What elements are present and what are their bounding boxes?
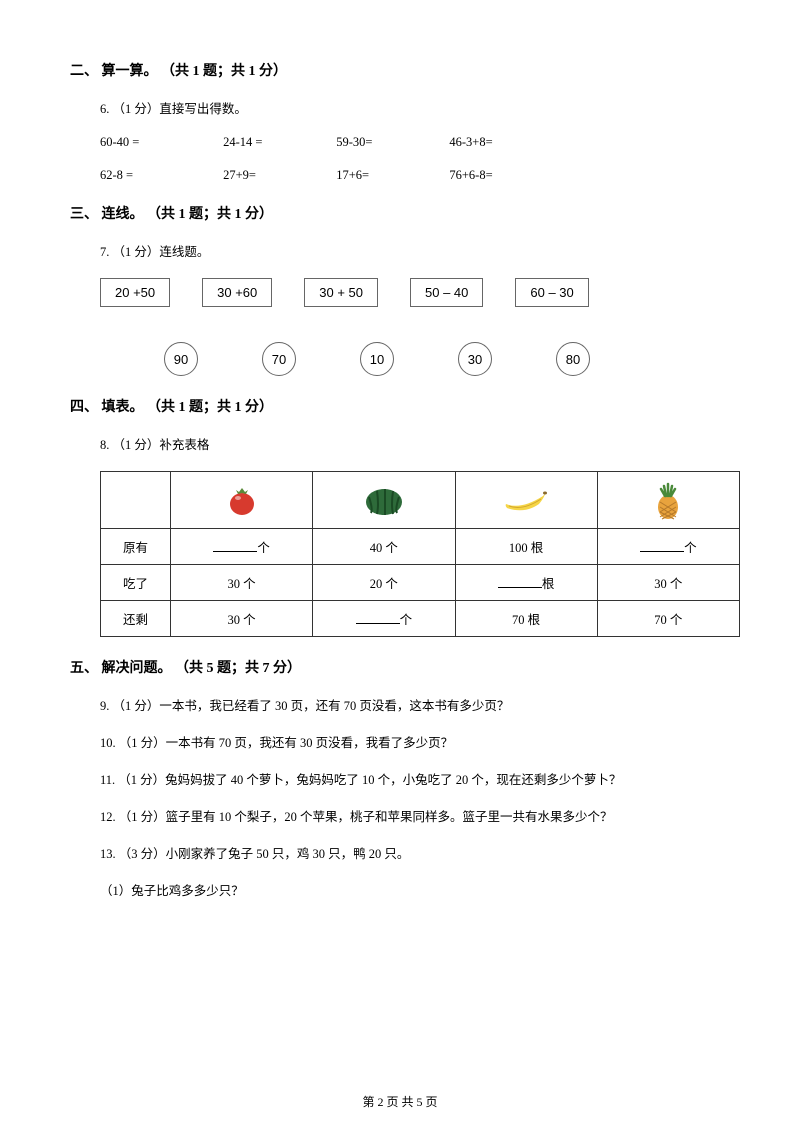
tomato-icon [171, 472, 313, 529]
eq: 76+6-8= [449, 168, 559, 183]
table-cell: 根 [455, 565, 597, 601]
row-label: 还剩 [101, 601, 171, 637]
eq: 17+6= [336, 168, 446, 183]
table-cell: 30 个 [171, 601, 313, 637]
table-cell: 个 [313, 601, 455, 637]
q12: 12. （1 分）篮子里有 10 个梨子，20 个苹果，桃子和苹果同样多。篮子里… [100, 806, 730, 825]
expr-box: 30 +60 [202, 278, 272, 307]
table-cell: 40 个 [313, 529, 455, 565]
eq: 27+9= [223, 168, 333, 183]
table-cell: 个 [171, 529, 313, 565]
q7-label: 7. （1 分）连线题。 [100, 241, 730, 260]
q6-row2: 62-8 = 27+9= 17+6= 76+6-8= [100, 168, 730, 183]
table-cell: 100 根 [455, 529, 597, 565]
banana-icon [455, 472, 597, 529]
eq: 46-3+8= [449, 135, 559, 150]
fruits-table: 原有 个 40 个 100 根 个 吃了 30 个 20 个 根 30 个 还剩… [100, 471, 740, 637]
eq: 60-40 = [100, 135, 220, 150]
row-label: 吃了 [101, 565, 171, 601]
expr-box: 50 – 40 [410, 278, 483, 307]
table-cell: 20 个 [313, 565, 455, 601]
expr-box: 30 + 50 [304, 278, 378, 307]
section-5-title: 五、 解决问题。 （共 5 题；共 7 分） [70, 657, 730, 677]
table-cell: 70 个 [597, 601, 739, 637]
section-3-title: 三、 连线。 （共 1 题；共 1 分） [70, 203, 730, 223]
answer-circle: 90 [164, 342, 198, 376]
q9: 9. （1 分）一本书，我已经看了 30 页，还有 70 页没看，这本书有多少页… [100, 695, 730, 714]
q13: 13. （3 分）小刚家养了兔子 50 只，鸡 30 只，鸭 20 只。 [100, 843, 730, 862]
row-label: 原有 [101, 529, 171, 565]
table-cell: 30 个 [171, 565, 313, 601]
eq: 59-30= [336, 135, 446, 150]
table-cell: 个 [597, 529, 739, 565]
q6-label: 6. （1 分）直接写出得数。 [100, 98, 730, 117]
page-footer: 第 2 页 共 5 页 [0, 1093, 800, 1110]
section-2-title: 二、 算一算。 （共 1 题；共 1 分） [70, 60, 730, 80]
expr-box: 20 +50 [100, 278, 170, 307]
pineapple-icon [597, 472, 739, 529]
answer-circle: 10 [360, 342, 394, 376]
q11: 11. （1 分）兔妈妈拔了 40 个萝卜，兔妈妈吃了 10 个，小兔吃了 20… [100, 769, 730, 788]
section-4-title: 四、 填表。 （共 1 题；共 1 分） [70, 396, 730, 416]
q6-row1: 60-40 = 24-14 = 59-30= 46-3+8= [100, 135, 730, 150]
table-cell: 70 根 [455, 601, 597, 637]
answer-circle: 80 [556, 342, 590, 376]
expr-box: 60 – 30 [515, 278, 588, 307]
q10: 10. （1 分）一本书有 70 页，我还有 30 页没看，我看了多少页？ [100, 732, 730, 751]
answer-circle: 30 [458, 342, 492, 376]
table-cell: 30 个 [597, 565, 739, 601]
watermelon-icon [313, 472, 455, 529]
matching-diagram: 20 +50 30 +60 30 + 50 50 – 40 60 – 30 90… [100, 278, 730, 376]
q13-1: （1）兔子比鸡多多少只？ [100, 880, 730, 899]
eq: 24-14 = [223, 135, 333, 150]
eq: 62-8 = [100, 168, 220, 183]
answer-circle: 70 [262, 342, 296, 376]
q8-label: 8. （1 分）补充表格 [100, 434, 730, 453]
